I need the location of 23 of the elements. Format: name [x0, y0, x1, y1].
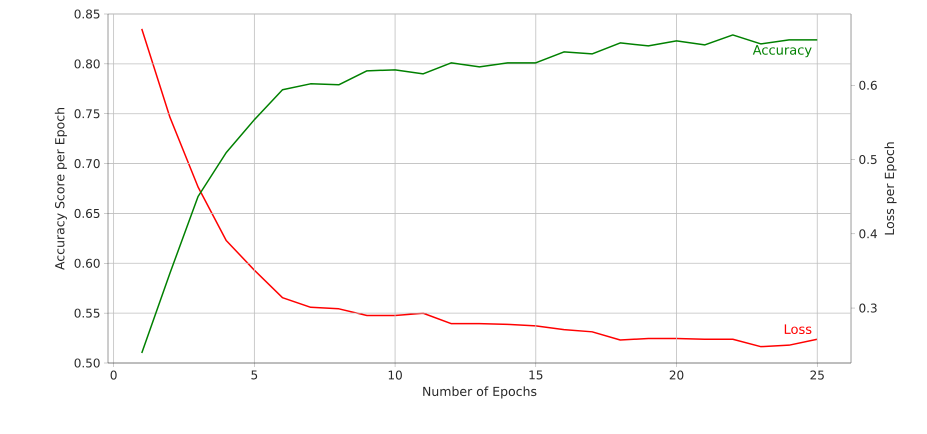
x-tick-label: 20: [670, 370, 684, 380]
series-label: Accuracy: [752, 45, 812, 58]
y-tick-label: 0.80: [74, 59, 100, 68]
x-tick-label: 15: [529, 370, 542, 380]
y-tick-label: 0.85: [74, 9, 100, 19]
x-tick-label: 25: [810, 370, 824, 380]
y2-tick-label: 0.6: [859, 80, 877, 90]
y2-tick-label: 0.3: [859, 304, 877, 313]
x-axis-title: Number of Epochs: [423, 386, 536, 399]
y-axis-title: Accuracy Score per Epoch: [54, 108, 67, 270]
y-tick-label: 0.60: [74, 258, 100, 268]
y-tick-label: 0.55: [74, 308, 100, 318]
x-tick-label: 0: [110, 370, 117, 380]
y-tick-label: 0.50: [74, 358, 100, 368]
y-tick-label: 0.65: [74, 208, 100, 218]
x-tick-label: 10: [388, 370, 402, 380]
y2-tick-label: 0.5: [859, 155, 877, 164]
x-tick-label: 5: [251, 370, 258, 380]
series-label: Loss: [784, 324, 812, 334]
y2-tick-label: 0.4: [859, 229, 877, 238]
y2-axis-title: Loss per Epoch: [884, 142, 897, 234]
y-tick-label: 0.75: [74, 109, 100, 118]
y-tick-label: 0.70: [74, 159, 100, 168]
